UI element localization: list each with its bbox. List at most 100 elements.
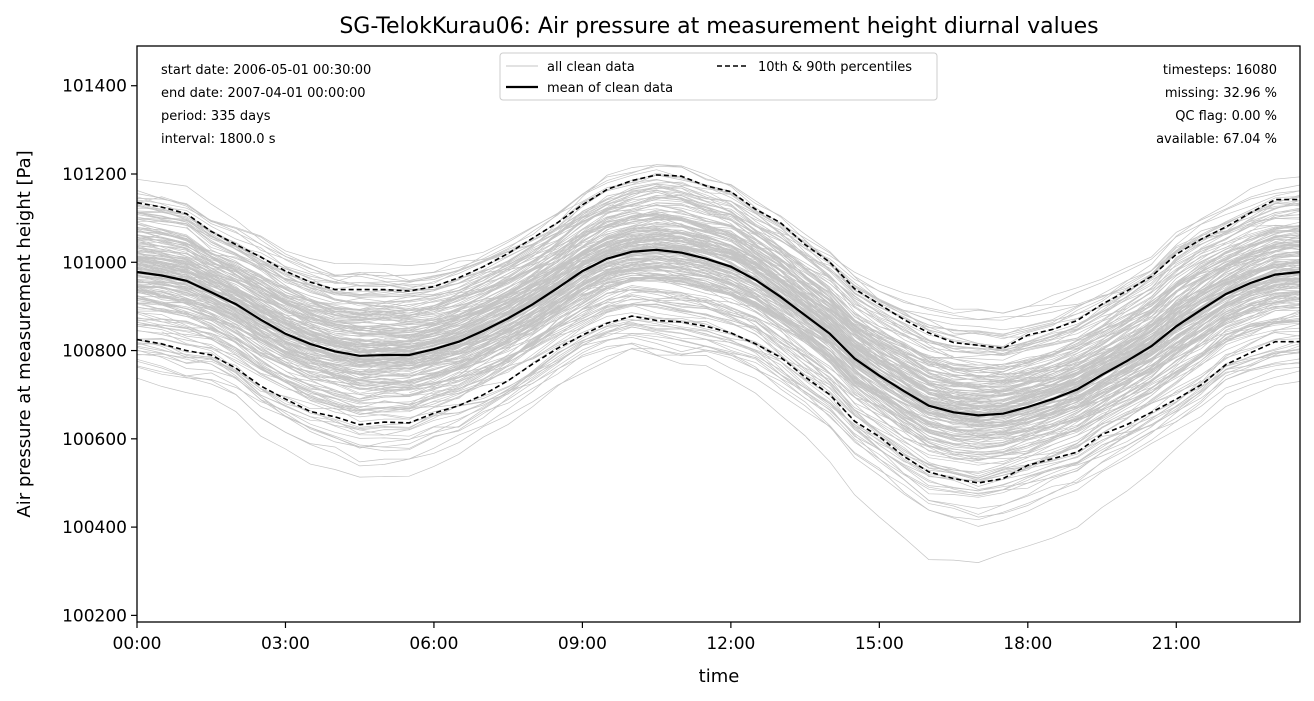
clean-data-line [136,219,1301,370]
clean-data-line [136,319,1301,509]
clean-data-line [136,213,1301,408]
clean-data-line [136,238,1301,436]
clean-data-line [136,232,1301,428]
clean-data-line [136,332,1301,521]
legend-label-mean: mean of clean data [547,81,673,96]
clean-data-line [136,216,1301,395]
clean-data-line [136,164,1301,356]
y-tick-label: 101000 [62,253,127,273]
clean-data-line [136,276,1301,456]
clean-data-line [136,193,1301,320]
stats-right: timesteps: 16080 missing: 32.96 % QC fla… [1156,63,1277,147]
clean-data-line [136,244,1301,427]
clean-data-line [136,276,1301,450]
y-tick-label: 100200 [62,606,127,626]
legend-box [499,52,938,101]
clean-data-line [136,342,1301,497]
percentile-90-line [136,174,1300,350]
clean-data-line [136,181,1301,385]
clean-data-line [285,365,509,410]
clean-data-line [136,265,1301,460]
stat-available: available: 67.04 % [1156,132,1277,147]
clean-data-line [136,277,1301,439]
clean-data-line [136,266,1301,455]
x-tick-label: 18:00 [1003,634,1052,654]
mean-line-group [136,248,1301,417]
clean-data-line [136,246,1301,408]
y-tick-label: 100600 [62,430,127,450]
y-axis-label: Air pressure at measurement height [Pa] [14,150,35,517]
stats-left: start date: 2006-05-01 00:30:00 end date… [161,63,371,147]
stat-qc-flag: QC flag: 0.00 % [1175,109,1277,124]
y-tick-label: 100800 [62,342,127,362]
plot-frame [136,45,1301,623]
clean-data-line [136,211,1301,369]
y-tick-label: 101200 [62,165,127,185]
x-tick-label: 06:00 [409,634,458,654]
clean-data-line [211,221,806,319]
clean-data-line [136,183,1301,358]
clean-data-line [136,191,1301,416]
clean-data-line [136,324,1301,481]
legend: all clean data mean of clean data 10th &… [499,52,938,101]
stat-missing: missing: 32.96 % [1165,86,1277,101]
x-tick-label: 15:00 [855,634,904,654]
clean-data-line [136,262,1301,413]
stat-start-date: start date: 2006-05-01 00:30:00 [161,63,371,78]
stat-timesteps: timesteps: 16080 [1163,63,1277,78]
x-tick-label: 00:00 [113,634,162,654]
legend-label-percentiles: 10th & 90th percentiles [758,60,912,75]
y-tick-label: 100400 [62,518,127,538]
clean-data-line [136,202,1301,354]
clean-data-line [136,217,1301,378]
clean-data-line [136,303,1301,473]
clean-data-line [136,276,1301,481]
clean-data-line [136,274,1301,421]
y-axis: 100200 100400 100600 100800 101000 101200 1014… [62,77,137,626]
clean-data-line [136,333,1301,518]
clean-data-line [136,228,1301,381]
legend-label-all-clean: all clean data [547,60,635,75]
clean-data-line [136,169,1301,314]
clean-data-line [136,295,1301,453]
clean-data-line [136,226,1301,378]
clean-data-line [285,303,831,388]
clean-data-line [136,232,1301,418]
x-axis-label: time [699,666,740,687]
clean-data-line [136,196,1301,350]
clean-data-line [136,179,1301,374]
clean-data-line [136,256,1301,388]
clean-data-line [136,267,1301,437]
clean-data-line [136,343,1301,490]
clean-data-line [136,187,1301,331]
stat-interval: interval: 1800.0 s [161,132,276,147]
clean-data-line [136,323,1301,477]
clean-data-line [136,323,1301,441]
clean-data-line [136,348,1301,563]
clean-data-line [532,304,707,360]
clean-data-line [384,258,731,370]
x-tick-label: 12:00 [706,634,755,654]
clean-data-line [136,257,1301,415]
x-tick-label: 09:00 [558,634,607,654]
x-tick-label: 21:00 [1152,634,1201,654]
clean-data-line [136,199,1301,352]
clean-data-line [136,347,1301,527]
y-tick-label: 101400 [62,77,127,97]
clean-data-line [136,261,1301,458]
clean-data-line [656,301,1202,495]
clean-data-line [136,254,1301,457]
stat-period: period: 335 days [161,109,271,124]
x-axis: 00:00 03:00 06:00 09:00 12:00 15:00 18:00 21:00 [113,622,1201,654]
clean-data-line [136,321,1301,492]
clean-data-line [136,185,1301,378]
clean-data-line [136,326,1301,479]
x-tick-label: 03:00 [261,634,310,654]
clean-data-line [136,224,1301,388]
clean-data-line [136,289,1301,479]
clean-data-line [161,331,484,409]
clean-data-line [186,223,831,322]
clean-data-line [136,290,1301,482]
stat-end-date: end date: 2007-04-01 00:00:00 [161,86,366,101]
